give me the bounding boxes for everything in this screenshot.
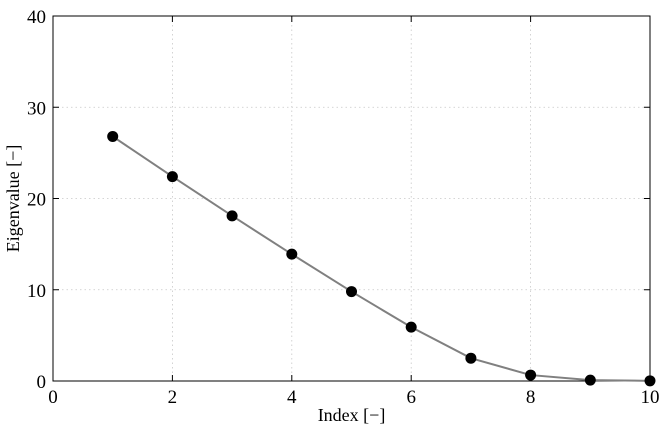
data-point xyxy=(166,171,178,183)
y-tick-label: 40 xyxy=(27,7,46,28)
series-line xyxy=(112,135,651,382)
x-tick-label: 2 xyxy=(168,387,178,408)
data-point xyxy=(405,321,417,333)
grid xyxy=(53,16,650,381)
x-tick-label: 4 xyxy=(287,387,297,408)
data-point xyxy=(465,352,477,364)
y-axis-title: Eigenvalue [−] xyxy=(3,145,23,253)
data-points xyxy=(107,130,656,387)
data-point xyxy=(644,375,656,387)
x-tick-label: 10 xyxy=(641,387,660,408)
data-point xyxy=(584,374,596,386)
data-point xyxy=(346,286,357,298)
x-tick-labels: 0 2 4 6 8 10 xyxy=(48,387,659,408)
x-tick-label: 0 xyxy=(48,387,58,408)
data-point xyxy=(525,369,537,381)
data-point xyxy=(226,210,238,222)
x-tick-label: 6 xyxy=(406,387,416,408)
y-tick-label: 0 xyxy=(37,372,47,393)
y-tick-label: 10 xyxy=(27,281,46,302)
x-axis-title: Index [−] xyxy=(318,405,386,425)
y-tick-label: 30 xyxy=(27,98,46,119)
x-tick-label: 8 xyxy=(526,387,536,408)
y-tick-labels: 0 10 20 30 40 xyxy=(27,7,46,393)
data-point xyxy=(107,130,119,142)
data-point xyxy=(286,248,298,260)
y-tick-label: 20 xyxy=(27,190,46,211)
